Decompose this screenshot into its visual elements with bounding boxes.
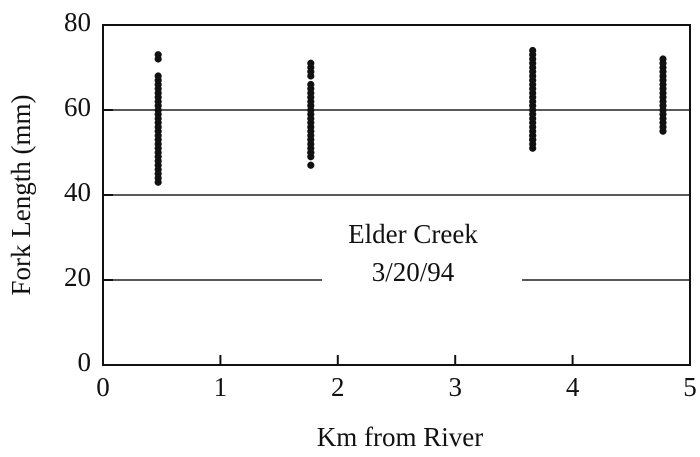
x-tick-label: 5 xyxy=(683,372,697,402)
x-axis-label: Km from River xyxy=(317,422,483,452)
x-tick-label: 1 xyxy=(214,372,228,402)
y-tick-label: 60 xyxy=(64,92,91,122)
y-tick-label: 80 xyxy=(64,7,91,37)
point xyxy=(307,161,315,169)
x-tick-label: 0 xyxy=(96,372,110,402)
point xyxy=(529,46,537,55)
point xyxy=(307,59,315,67)
point xyxy=(307,148,315,157)
point xyxy=(659,55,667,63)
point xyxy=(154,51,162,59)
y-tick-label: 0 xyxy=(78,347,92,377)
point xyxy=(307,80,315,89)
annotation: 3/20/94 xyxy=(372,257,455,287)
y-axis-label: Fork Length (mm) xyxy=(6,95,36,296)
annotation: Elder Creek xyxy=(348,219,478,249)
annotation-background xyxy=(322,262,522,290)
plot-frame xyxy=(102,24,691,366)
point xyxy=(529,131,537,140)
x-tick-label: 3 xyxy=(448,372,462,402)
point xyxy=(154,72,162,80)
x-tick-label: 2 xyxy=(331,372,345,402)
y-tick-label: 40 xyxy=(64,177,91,207)
y-tick-label: 20 xyxy=(64,262,91,292)
x-tick-label: 4 xyxy=(566,372,580,402)
